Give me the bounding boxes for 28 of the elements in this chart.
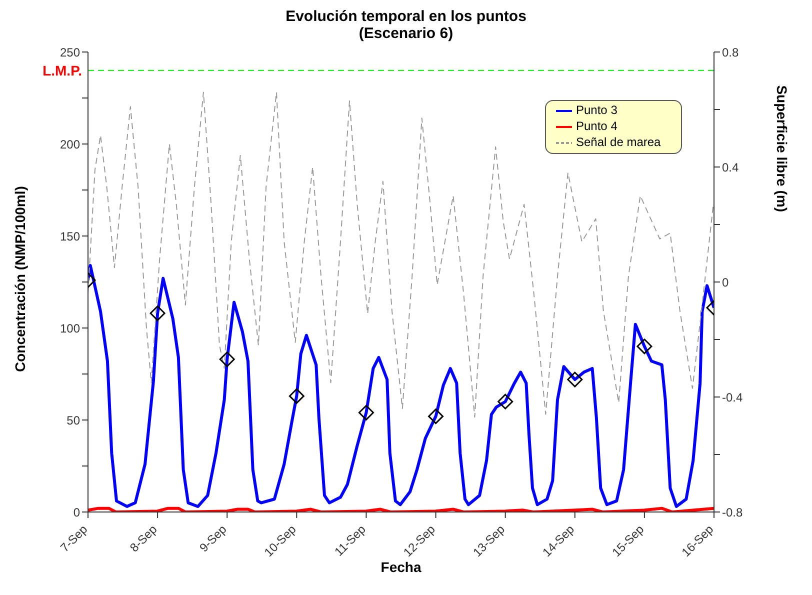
y-tick-label: 200 — [60, 137, 80, 152]
legend-label: Señal de marea — [576, 135, 661, 150]
point — [288, 388, 304, 404]
y-axis-title: Concentración (NMP/100ml) — [12, 186, 28, 372]
y2-axis-title: Superficie libre (m) — [774, 85, 790, 212]
y-tick-label: 100 — [60, 321, 80, 336]
y2-tick-label: 0 — [722, 275, 729, 290]
point — [219, 352, 235, 368]
point — [636, 338, 652, 354]
y-tick-label: 50 — [66, 413, 80, 428]
x-axis-title: Fecha — [380, 559, 422, 575]
point — [428, 408, 444, 424]
point — [498, 394, 514, 410]
y-tick-label: 150 — [60, 229, 80, 244]
y-tick-label: 250 — [60, 45, 80, 60]
legend-label: Punto 3 — [576, 103, 618, 118]
point — [567, 372, 583, 388]
chart-title: Evolución temporal en los puntos — [284, 8, 528, 25]
point — [150, 306, 166, 322]
y2-tick-label: -0.4 — [722, 390, 744, 404]
ref-line-label: L.M.P. — [42, 62, 82, 78]
legend-label: Punto 4 — [576, 119, 618, 134]
y2-tick-label: -0.8 — [722, 505, 744, 520]
y2-tick-label: 0.8 — [722, 45, 740, 60]
y2-tick-label: 0.4 — [722, 160, 740, 174]
chart-subtitle: (Escenario 6) — [358, 25, 454, 42]
point — [358, 404, 374, 420]
y-tick-label: 0 — [73, 505, 80, 520]
